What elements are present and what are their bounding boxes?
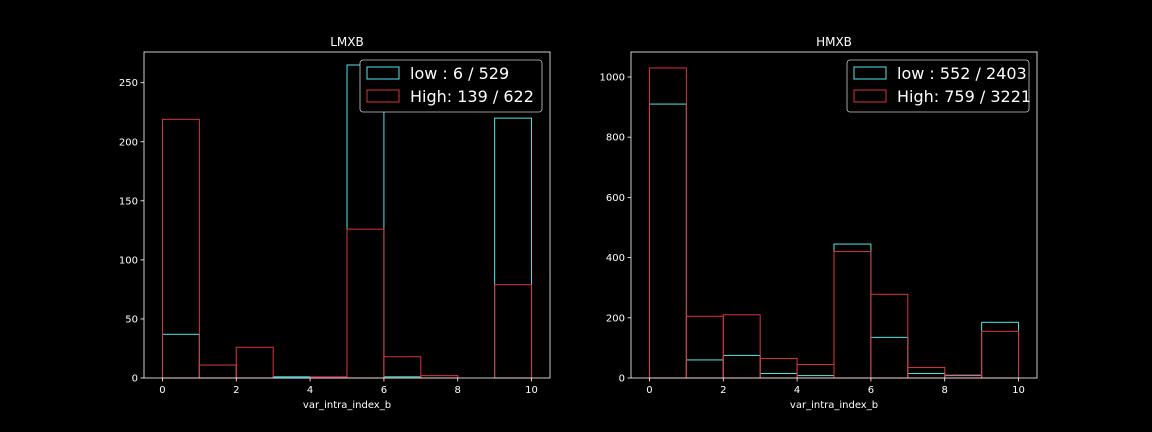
- legend-entry-label: low : 6 / 529: [410, 64, 509, 83]
- y-tick-label: 0: [132, 374, 138, 385]
- y-tick-label: 50: [125, 314, 138, 325]
- y-tick-label: 800: [606, 133, 625, 144]
- y-tick-label: 250: [119, 78, 138, 89]
- legend-box: [846, 59, 1030, 113]
- x-tick-label: 4: [794, 385, 800, 396]
- y-tick-label: 0: [619, 374, 625, 385]
- x-tick-label: 8: [455, 385, 461, 396]
- x-tick-label: 2: [233, 385, 239, 396]
- legend-box: [359, 59, 543, 113]
- x-tick-label: 2: [720, 385, 726, 396]
- x-axis-label: var_intra_index_b: [790, 400, 878, 411]
- y-tick-label: 150: [119, 196, 138, 207]
- legend-swatch: [366, 66, 400, 80]
- axes-frame: [143, 51, 551, 379]
- y-tick-label: 200: [606, 313, 625, 324]
- x-tick-label: 6: [381, 385, 387, 396]
- legend-entry-label: High: 139 / 622: [410, 87, 534, 106]
- x-tick-label: 4: [307, 385, 313, 396]
- x-axis-label: var_intra_index_b: [303, 400, 391, 411]
- x-tick-label: 0: [159, 385, 165, 396]
- x-tick-label: 0: [646, 385, 652, 396]
- x-tick-label: 6: [868, 385, 874, 396]
- x-tick-label: 10: [1012, 385, 1025, 396]
- y-tick-label: 100: [119, 255, 138, 266]
- y-tick-label: 400: [606, 253, 625, 264]
- legend: low : 552 / 2403 High: 759 / 3221: [846, 59, 1031, 113]
- legend: low : 6 / 529 High: 139 / 622: [359, 59, 543, 113]
- chart-panel-1: 0 2 4 6 8 10050100150200250LMXBvar_intra_inde…: [119, 35, 551, 411]
- y-tick-label: 1000: [600, 72, 625, 83]
- x-tick-label: 8: [942, 385, 948, 396]
- legend-entry-label: low : 552 / 2403: [897, 64, 1027, 83]
- legend-swatch: [853, 66, 887, 80]
- chart-title: HMXB: [816, 35, 852, 49]
- x-tick-label: 10: [525, 385, 538, 396]
- chart-title: LMXB: [330, 35, 364, 49]
- legend-swatch: [853, 89, 887, 103]
- axes-frame: [630, 51, 1038, 379]
- y-tick-label: 200: [119, 137, 138, 148]
- chart-panel-2: 0 2 4 6 8 10 0 200 400 600 800 1000 HMXB var_intra_in…: [600, 35, 1038, 411]
- legend-swatch: [366, 89, 400, 103]
- legend-entry-label: High: 759 / 3221: [897, 87, 1031, 106]
- y-tick-label: 600: [606, 193, 625, 204]
